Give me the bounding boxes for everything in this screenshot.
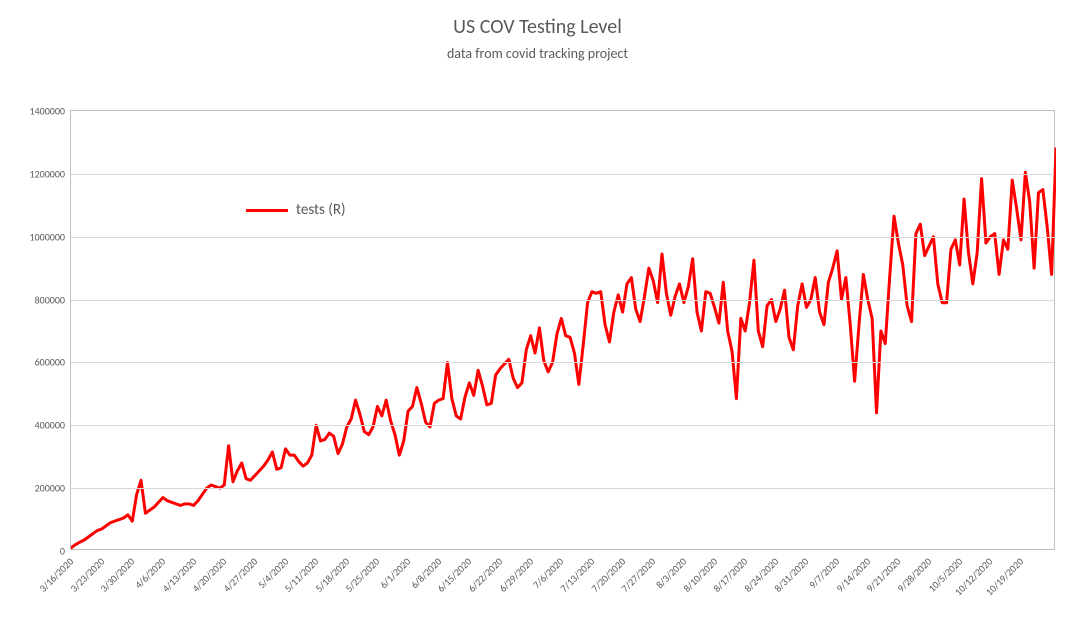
chart-container: US COV Testing Level data from covid tra… <box>0 0 1075 632</box>
y-tick-label: 800000 <box>35 293 71 306</box>
y-gridline <box>71 488 1054 489</box>
chart-title: US COV Testing Level <box>0 15 1075 39</box>
chart-subtitle: data from covid tracking project <box>0 45 1075 62</box>
y-tick-label: 1000000 <box>30 230 71 243</box>
y-gridline <box>71 362 1054 363</box>
y-gridline <box>71 300 1054 301</box>
legend-swatch <box>246 209 288 212</box>
y-tick-label: 600000 <box>35 356 71 369</box>
y-tick-label: 200000 <box>35 482 71 495</box>
y-tick-label: 400000 <box>35 419 71 432</box>
line-series-layer <box>71 111 1056 551</box>
y-tick-label: 1200000 <box>30 167 71 180</box>
legend: tests (R) <box>246 201 346 219</box>
y-gridline <box>71 237 1054 238</box>
y-gridline <box>71 174 1054 175</box>
y-gridline <box>71 425 1054 426</box>
y-tick-label: 1400000 <box>30 105 71 118</box>
legend-label: tests (R) <box>296 201 346 219</box>
plot-area: tests (R) 020000040000060000080000010000… <box>70 110 1055 550</box>
